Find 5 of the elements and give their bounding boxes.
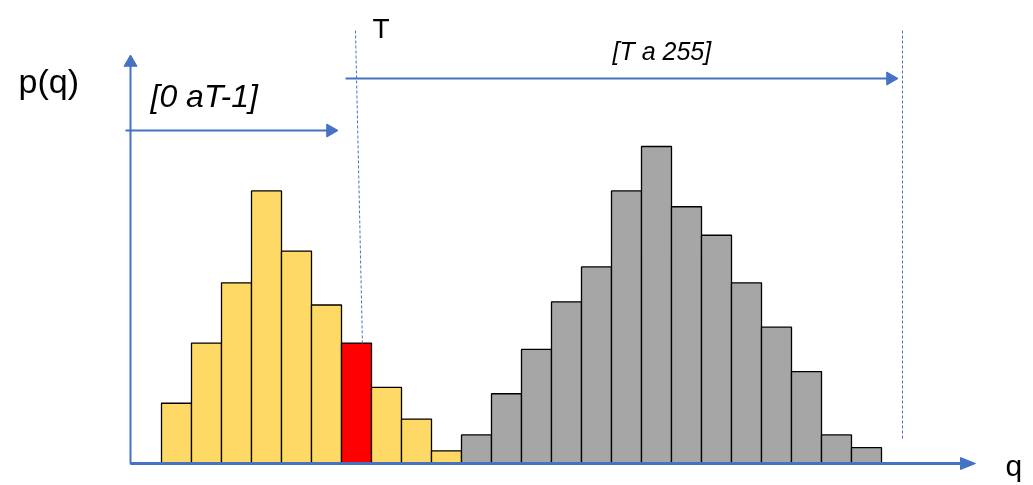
text: [T a 255] bbox=[611, 36, 713, 65]
text: [0 aT-1] bbox=[149, 77, 259, 114]
x-axis-title: q bbox=[1005, 449, 1023, 482]
y-axis-title: p(q) bbox=[18, 61, 79, 100]
text: T bbox=[372, 13, 390, 44]
